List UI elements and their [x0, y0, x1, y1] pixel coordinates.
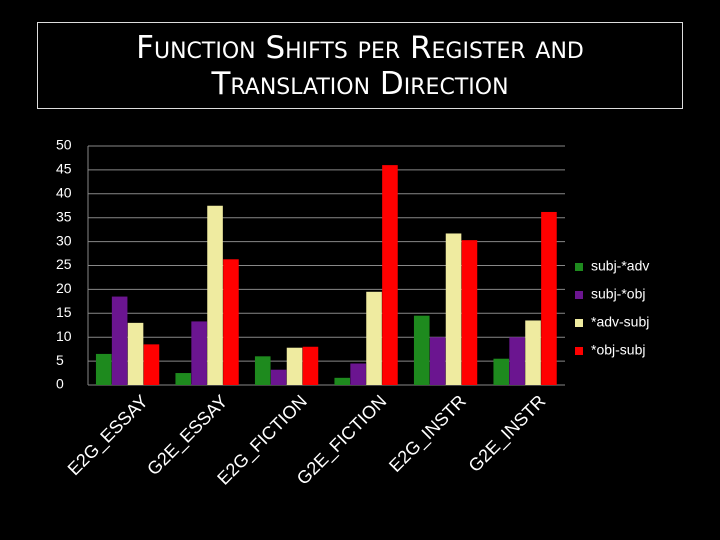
legend-swatch: [575, 347, 583, 355]
bar: [445, 233, 462, 385]
bar: [286, 347, 303, 385]
bar: [95, 353, 112, 385]
y-tick-label: 30: [56, 232, 72, 248]
legend-swatch: [575, 291, 583, 299]
y-tick-label: 20: [56, 280, 72, 296]
legend-label: *obj-subj: [591, 342, 645, 358]
y-tick-label: 15: [56, 304, 72, 320]
bar: [413, 315, 430, 385]
bar: [541, 211, 557, 385]
bar: [366, 291, 382, 385]
y-tick-label: 40: [56, 185, 72, 201]
x-tick-label: E2G_ESSAY: [64, 391, 153, 480]
y-tick-label: 50: [56, 137, 72, 153]
bar: [127, 322, 144, 385]
bar: [525, 320, 541, 385]
chart-title: Function Shifts per Register and Transla…: [136, 29, 584, 102]
bar: [270, 369, 287, 385]
bar: [429, 337, 446, 385]
y-tick-label: 35: [56, 208, 72, 224]
bar: [382, 165, 398, 385]
legend-label: *adv-subj: [591, 314, 649, 330]
bar: [350, 363, 366, 385]
bar: [254, 356, 271, 385]
bar: [461, 240, 478, 385]
y-tick-label: 10: [56, 328, 72, 344]
bar: [334, 377, 351, 385]
title-box: Function Shifts per Register and Transla…: [37, 22, 683, 109]
bar: [509, 337, 525, 385]
bar: [223, 259, 239, 385]
y-tick-label: 5: [56, 352, 64, 368]
bar: [191, 321, 207, 385]
x-tick-label: G2E_ESSAY: [143, 391, 232, 480]
legend-label: subj-*adv: [591, 258, 649, 274]
bar: [302, 346, 319, 385]
bar: [207, 205, 223, 385]
x-tick-label: E2G_INSTR: [385, 391, 471, 477]
bar: [175, 373, 192, 385]
bar: [143, 344, 160, 385]
y-tick-label: 0: [56, 376, 64, 392]
bar: [111, 296, 128, 385]
legend-swatch: [575, 263, 583, 271]
legend-label: subj-*obj: [591, 286, 645, 302]
bar: [493, 358, 510, 385]
legend-swatch: [575, 319, 583, 327]
x-tick-label: G2E_INSTR: [465, 391, 551, 477]
y-tick-label: 25: [56, 256, 72, 272]
y-tick-label: 45: [56, 161, 72, 177]
